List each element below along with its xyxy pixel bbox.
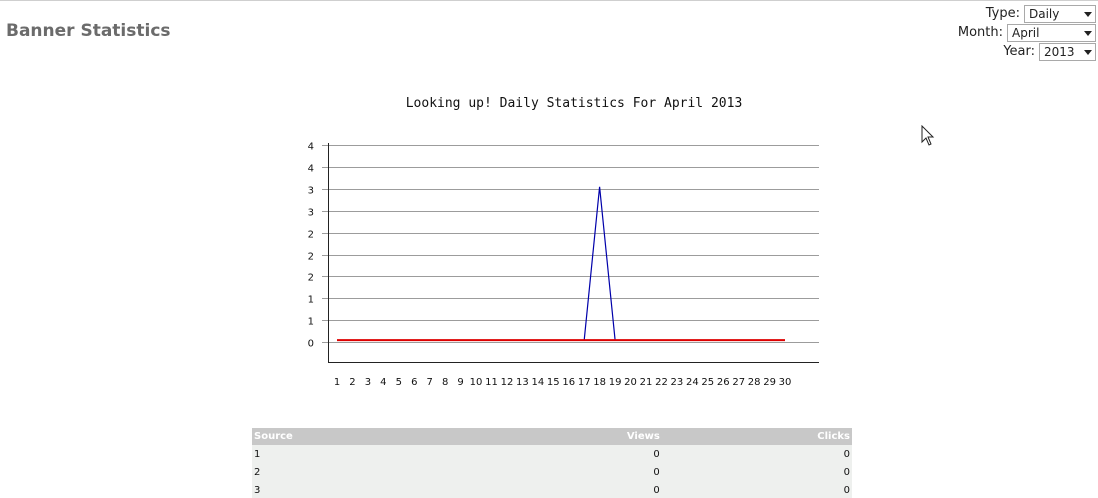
y-tick-label: 3 <box>308 208 314 219</box>
clicks-cell: 0 <box>661 445 852 463</box>
x-tick-label: 10 <box>470 377 483 388</box>
x-tick-label: 28 <box>748 377 761 388</box>
page-title: Banner Statistics <box>6 21 171 41</box>
year-select[interactable]: 2013 <box>1039 42 1096 61</box>
x-tick-label: 15 <box>547 377 560 388</box>
views-column-header: Views <box>491 428 662 445</box>
x-tick-label: 22 <box>655 377 668 388</box>
filter-panel: Type: Daily Month: April Year: 2013 <box>958 4 1096 61</box>
y-tick-label: 4 <box>308 164 314 175</box>
y-tick-label: 4 <box>308 142 314 153</box>
type-label: Type: <box>985 6 1020 21</box>
chart-title: Looking up! Daily Statistics For April 2… <box>406 96 743 111</box>
x-tick-label: 12 <box>501 377 514 388</box>
x-tick-label: 7 <box>427 377 433 388</box>
x-tick-label: 26 <box>717 377 730 388</box>
chevron-down-icon <box>1084 11 1092 17</box>
x-tick-label: 13 <box>516 377 529 388</box>
views-cell: 0 <box>491 445 662 463</box>
chevron-down-icon <box>1084 49 1092 55</box>
month-label: Month: <box>957 25 1003 40</box>
x-tick-label: 4 <box>380 377 386 388</box>
daily-statistics-chart: Looking up! Daily Statistics For April 2… <box>308 96 819 389</box>
chevron-down-icon <box>1084 30 1092 36</box>
type-select-value: Daily <box>1029 6 1060 21</box>
x-tick-label: 8 <box>442 377 448 388</box>
month-select-value: April <box>1012 25 1040 40</box>
x-tick-label: 16 <box>562 377 575 388</box>
x-tick-label: 20 <box>624 377 637 388</box>
y-tick-label: 1 <box>308 295 314 306</box>
series-line-1 <box>337 186 785 341</box>
table-row: 1 0 0 <box>252 445 852 463</box>
source-cell: 1 <box>252 445 492 463</box>
x-tick-label: 21 <box>640 377 653 388</box>
table-row: 3 0 0 <box>252 481 852 498</box>
y-tick-label: 3 <box>308 186 314 197</box>
year-label: Year: <box>1003 44 1035 59</box>
y-tick-label: 1 <box>308 317 314 328</box>
clicks-column-header: Clicks <box>661 428 852 445</box>
year-filter-row: Year: 2013 <box>958 42 1096 61</box>
views-cell: 0 <box>491 481 662 498</box>
table-header-row: Source Views Clicks <box>252 428 852 445</box>
x-tick-label: 18 <box>593 377 606 388</box>
x-tick-label: 23 <box>671 377 684 388</box>
year-select-value: 2013 <box>1044 44 1075 59</box>
top-divider <box>0 0 1098 1</box>
x-tick-label: 17 <box>578 377 591 388</box>
x-tick-label: 27 <box>732 377 745 388</box>
x-tick-label: 11 <box>485 377 498 388</box>
x-tick-label: 6 <box>411 377 417 388</box>
y-tick-label: 2 <box>308 252 314 263</box>
x-tick-label: 3 <box>365 377 371 388</box>
x-tick-label: 24 <box>686 377 699 388</box>
x-tick-label: 30 <box>779 377 792 388</box>
chart-series <box>337 186 785 342</box>
clicks-cell: 0 <box>661 463 852 481</box>
month-filter-row: Month: April <box>958 23 1096 42</box>
views-cell: 0 <box>491 463 662 481</box>
y-tick-label: 0 <box>308 339 314 350</box>
x-tick-label: 2 <box>349 377 355 388</box>
type-filter-row: Type: Daily <box>958 4 1096 23</box>
chart-axes <box>328 143 819 363</box>
x-tick-label: 5 <box>396 377 402 388</box>
y-tick-label: 2 <box>308 273 314 284</box>
source-column-header: Source <box>252 428 492 445</box>
x-tick-label: 19 <box>609 377 622 388</box>
x-tick-label: 1 <box>334 377 340 388</box>
clicks-cell: 0 <box>661 481 852 498</box>
mouse-pointer-icon <box>921 125 935 146</box>
x-tick-label: 9 <box>457 377 463 388</box>
chart-grid <box>322 145 819 343</box>
table-row: 2 0 0 <box>252 463 852 481</box>
type-select[interactable]: Daily <box>1024 4 1096 23</box>
y-tick-label: 2 <box>308 230 314 241</box>
source-cell: 3 <box>252 481 492 498</box>
x-tick-label: 14 <box>531 377 544 388</box>
x-tick-label: 25 <box>701 377 714 388</box>
x-tick-label: 29 <box>763 377 776 388</box>
source-cell: 2 <box>252 463 492 481</box>
source-stats-table: Source Views Clicks 1 0 0 2 0 0 3 0 0 <box>252 428 852 498</box>
month-select[interactable]: April <box>1007 23 1096 42</box>
